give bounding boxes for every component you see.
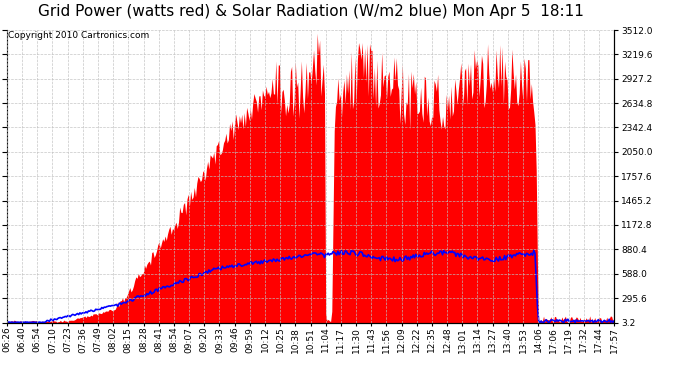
Text: Grid Power (watts red) & Solar Radiation (W/m2 blue) Mon Apr 5  18:11: Grid Power (watts red) & Solar Radiation… xyxy=(37,4,584,19)
Text: Copyright 2010 Cartronics.com: Copyright 2010 Cartronics.com xyxy=(8,32,149,40)
